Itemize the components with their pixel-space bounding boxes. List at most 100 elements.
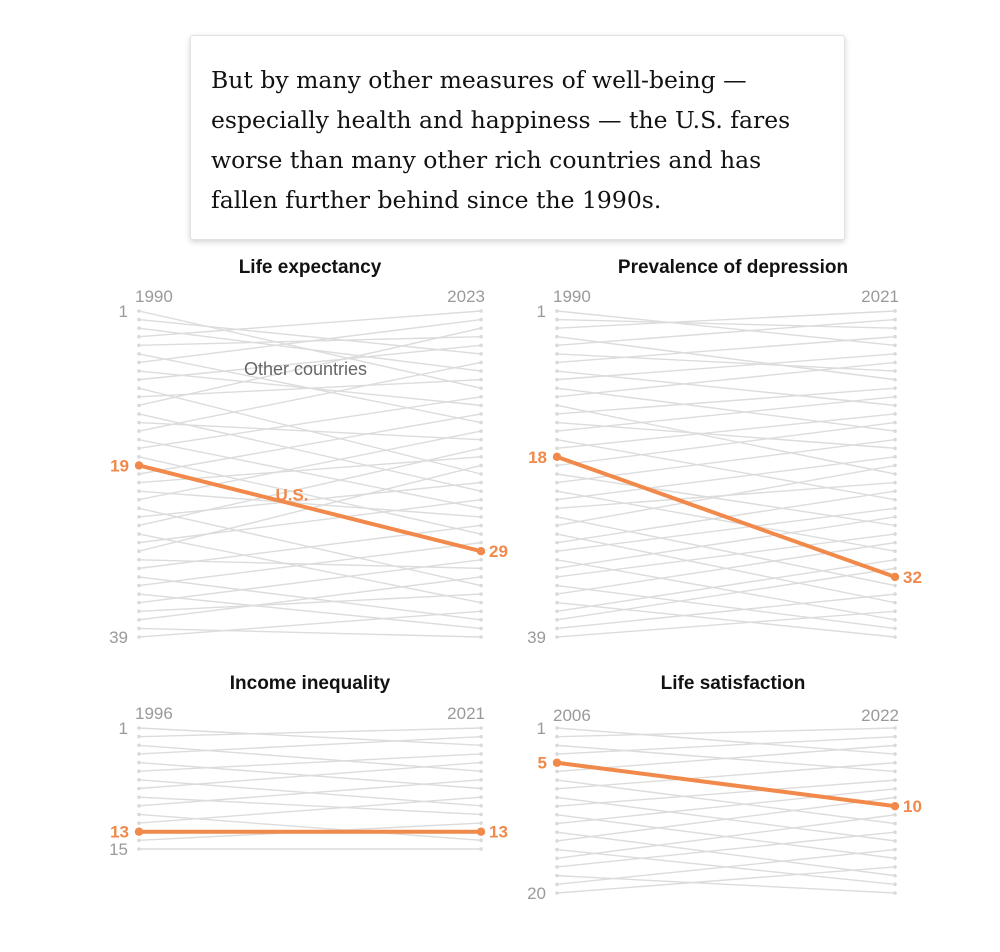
us-end-rank: 29 [489,542,508,561]
us-start-rank: 18 [528,448,547,467]
other-country-line [556,404,896,475]
rank-tick-dot [555,429,559,433]
other-country-line [556,353,896,372]
rank-tick-dot [137,497,141,502]
other-country-line [556,866,896,894]
other-country-line [138,735,482,755]
other-country-line [138,361,482,432]
us-line [137,463,483,554]
other-country-line [556,464,896,527]
end-year-label: 2023 [447,287,485,306]
chart-title: Income inequality [230,673,391,694]
us-start-rank: 19 [110,456,129,475]
us-end-rank: 10 [903,797,922,816]
other-country-line [138,396,482,449]
other-country-line [556,788,896,825]
other-country-line [138,541,482,587]
other-country-line [556,370,896,407]
other-country-line [556,779,896,825]
other-country-line [138,727,482,746]
other-country-line [556,610,896,638]
other-country-line [556,541,896,595]
other-country-line [138,813,482,842]
us-series-label: U.S. [275,485,308,504]
other-country-line [138,576,482,621]
other-country-line [556,421,896,467]
other-country-line [138,744,482,772]
other-country-line [138,753,482,772]
us-end-dot [890,572,900,582]
other-country-line [556,796,896,842]
other-country-line [556,353,896,381]
us-end-rank: 32 [903,568,922,587]
other-country-line [138,438,482,510]
rank-top-label: 1 [537,719,546,738]
other-country-line [556,762,896,790]
chart-title: Life satisfaction [661,673,806,694]
us-start-rank: 5 [538,754,547,773]
other-country-line [556,387,896,415]
other-country-line [138,533,482,604]
other-country-line [138,481,482,518]
start-year-label: 1990 [553,287,591,306]
other-country-line [556,387,896,432]
rank-tick-dot [555,463,559,468]
rank-top-label: 1 [119,302,128,321]
other-country-line [138,327,482,407]
other-country-line [556,779,896,807]
other-country-line [556,310,896,347]
other-country-line [138,610,482,638]
other-country-line [556,318,896,329]
other-country-line [138,524,482,570]
us-start-dot [552,452,562,462]
rank-tick-dot [137,480,141,485]
other-country-line [138,727,482,738]
other-country-line [138,796,482,824]
other-country-line [138,318,482,355]
other-country-line [556,438,896,501]
end-year-label: 2021 [447,704,485,723]
other-country-line [556,473,896,527]
other-country-line [138,430,482,501]
rank-tick-dot [555,446,559,451]
other-country-line [556,336,896,381]
rank-top-label: 1 [119,719,128,738]
end-year-label: 2021 [861,287,899,306]
other-countries-label: Other countries [244,359,367,379]
start-year-label: 1990 [135,287,173,306]
other-country-line [556,848,896,886]
rank-tick-dot [555,480,559,485]
other-country-line [556,310,896,329]
other-country-line [556,584,896,630]
rank-tick-dot [893,446,897,451]
other-country-line [556,727,896,738]
other-country-line [556,814,896,859]
other-country-line [138,593,482,612]
rank-tick-dot [479,352,483,356]
other-country-line [556,507,896,552]
other-country-line [556,456,896,501]
other-country-line [556,559,896,612]
us-start-dot [134,461,144,470]
other-country-line [556,336,896,364]
other-country-line [138,447,482,527]
chart-title: Prevalence of depression [618,257,848,278]
other-country-line [556,413,896,449]
other-country-line [138,761,482,790]
rank-top-label: 1 [537,302,546,321]
other-country-line [556,396,896,432]
other-country-line [556,567,896,621]
rank-tick-dot [893,497,897,502]
us-end-dot [476,827,486,836]
other-country-line [138,559,482,604]
us-line [555,760,897,809]
other-country-line [138,490,482,518]
other-country-line [556,831,896,877]
other-country-line [138,456,482,535]
rank-tick-dot [137,429,141,433]
other-country-line [138,318,482,364]
other-country-line [556,874,896,894]
chart-title: Life expectancy [239,257,382,278]
rank-bottom-label: 15 [109,840,128,859]
